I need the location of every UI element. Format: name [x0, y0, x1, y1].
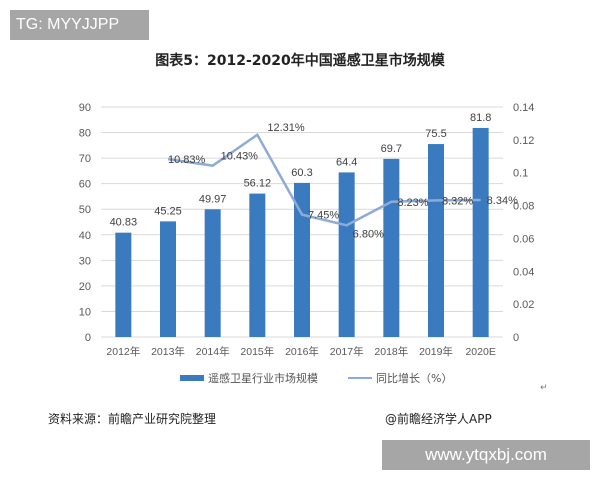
- bar: [204, 209, 221, 337]
- bar: [115, 232, 132, 337]
- x-tick: 2018年: [374, 345, 408, 358]
- y-left-tick: 0: [85, 332, 91, 344]
- y-left-tick: 50: [79, 204, 91, 216]
- line-label: 8.23%: [397, 197, 428, 209]
- bar-label: 49.97: [199, 193, 227, 205]
- return-mark: ↵: [540, 383, 548, 393]
- x-tick: 2019年: [419, 345, 453, 358]
- watermark-top: TG: MYYJJPP: [10, 10, 149, 40]
- y-right-tick: 0.1: [513, 168, 528, 180]
- bar: [428, 144, 444, 337]
- bar: [160, 221, 176, 337]
- legend-bar-swatch: [180, 375, 204, 381]
- bar: [294, 182, 310, 337]
- y-right-tick: 0.14: [513, 102, 534, 114]
- bar: [383, 158, 400, 337]
- bar-label: 64.4: [336, 156, 357, 168]
- legend-bar-label: 遥感卫星行业市场规模: [208, 372, 318, 385]
- y-left-tick: 20: [79, 281, 91, 293]
- line-label: 10.43%: [221, 151, 259, 163]
- x-tick: 2020E: [465, 346, 495, 358]
- y-right-tick: 0.04: [513, 266, 534, 278]
- bar-label: 45.25: [154, 205, 182, 217]
- chart-title: 图表5：2012-2020年中国遥感卫星市场规模: [155, 53, 445, 69]
- legend-line-swatch: [348, 377, 372, 379]
- y-left-tick: 80: [79, 128, 91, 140]
- y-right-tick: 0.08: [513, 201, 534, 213]
- bar-label: 75.5: [425, 128, 446, 140]
- x-tick: 2017年: [330, 345, 364, 358]
- y-left-tick: 10: [79, 306, 91, 318]
- y-right-tick: 0.06: [513, 233, 534, 245]
- line-label: 12.31%: [267, 122, 305, 134]
- y-left-tick: 40: [79, 230, 91, 242]
- bar-label: 81.8: [470, 112, 491, 124]
- chart-legend: 遥感卫星行业市场规模 同比增长（%）: [180, 370, 452, 386]
- bar-label: 40.83: [110, 217, 138, 229]
- x-tick: 2013年: [151, 345, 185, 358]
- bar: [472, 127, 489, 337]
- y-left-tick: 60: [79, 179, 91, 191]
- growth-line: [167, 132, 481, 227]
- line-label: 8.34%: [487, 195, 518, 207]
- x-tick: 2012年: [106, 345, 140, 358]
- y-right-tick: 0: [513, 332, 519, 344]
- line-label: 8.32%: [442, 195, 473, 207]
- bar-label: 60.3: [291, 167, 312, 179]
- line-label: 10.83%: [168, 154, 206, 166]
- line-label: 6.80%: [353, 228, 384, 240]
- credit-note: @前瞻经济学人APP: [385, 412, 492, 426]
- y-left-tick: 90: [79, 102, 91, 114]
- x-tick: 2016年: [285, 345, 319, 358]
- y-left-tick: 30: [79, 255, 91, 267]
- legend-line-label: 同比增长（%）: [376, 372, 453, 385]
- x-tick: 2015年: [240, 345, 274, 358]
- source-note: 资料来源：前瞻产业研究院整理: [48, 412, 217, 426]
- bar: [249, 193, 266, 337]
- x-tick: 2014年: [196, 345, 230, 358]
- y-right-tick: 0.12: [513, 135, 534, 147]
- y-right-tick: 0.02: [513, 299, 534, 311]
- bar: [338, 172, 355, 337]
- bar-label: 69.7: [381, 143, 402, 155]
- line-label: 7.45%: [308, 210, 339, 222]
- bar-label: 56.12: [244, 178, 272, 190]
- watermark-bottom: www.ytqxbj.com: [382, 440, 590, 470]
- y-left-tick: 70: [79, 153, 91, 165]
